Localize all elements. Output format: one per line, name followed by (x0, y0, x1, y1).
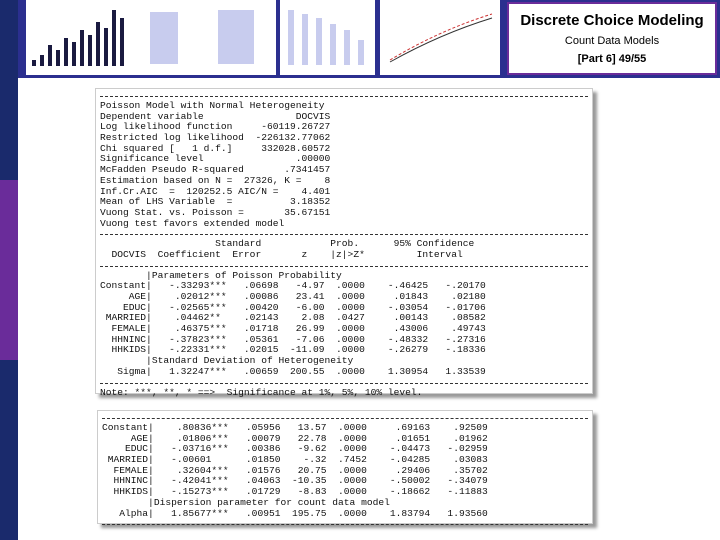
output-block: Poisson Model with Normal Heterogeneity D… (95, 88, 593, 397)
separator (100, 265, 588, 267)
output-line: DOCVIS Coefficient Error z |z|>Z* Interv… (100, 248, 463, 260)
output-line: Constant| -.33293*** .06698 -4.97 .0000 … (100, 280, 486, 292)
output-line: Inf.Cr.AIC = 120252.5 AIC/N = 4.401 (100, 185, 331, 197)
output-line: AGE| .01806*** .00079 22.78 .0000 .01651… (102, 432, 488, 444)
output-line: Dependent variable DOCVIS (100, 110, 331, 122)
separator (102, 524, 588, 526)
thumbnail-line (389, 13, 493, 61)
output-line: Note: ***, **, * ==> Significance at 1%,… (100, 386, 423, 398)
thumbnail-bar (150, 12, 178, 64)
output-line: Log likelihood function -60119.26727 (100, 121, 331, 133)
output-line: EDUC| -.02565*** .00420 -6.00 .0000 -.03… (100, 301, 486, 313)
subtitle: Count Data Models (564, 35, 660, 47)
output-line: FEMALE| .32604*** .01576 20.75 .0000 .29… (102, 464, 488, 476)
output-line: Constant| .80836*** .05956 13.57 .0000 .… (102, 422, 488, 433)
thumbnail-bars (32, 10, 124, 66)
separator (100, 382, 588, 384)
output-line: Significance level .00000 (100, 153, 331, 165)
output-line: Poisson Model with Normal Heterogeneity (100, 100, 325, 111)
title-box: Discrete Choice Modeling Count Data Mode… (507, 2, 717, 75)
side-strip-accent (0, 180, 18, 360)
side-strip (0, 0, 18, 540)
output-line: McFadden Pseudo R-squared .7341457 (100, 164, 331, 176)
output-line: AGE| .02012*** .00086 23.41 .0000 .01843… (100, 291, 486, 302)
output-line: FEMALE| .46375*** .01718 26.99 .0000 .43… (100, 323, 486, 335)
thumbnail-line (389, 17, 493, 63)
separator (102, 418, 588, 419)
output-line: |Dispersion parameter for count data mod… (102, 496, 390, 508)
output-line: |Parameters of Poisson Probability (100, 269, 342, 281)
output-line: Vuong test favors extended model (100, 217, 285, 229)
output-line: Restricted log likelihood -226132.77062 (100, 132, 331, 144)
output-line: Mean of LHS Variable = 3.18352 (100, 196, 331, 208)
output-line: MARRIED| -.00601 .01850 -.32 .7452 -.042… (102, 454, 488, 466)
slide-number: [Part 6] 49/55 (577, 53, 647, 65)
output-line: Alpha| 1.85677*** .00951 195.75 .0000 1.… (102, 507, 488, 519)
output-line: HHKIDS| -.15273*** .01729 -8.83 .0000 -.… (102, 486, 488, 498)
output-line: Standard Prob. 95% Confidence (100, 238, 475, 250)
output-line: Chi squared [ 1 d.f.] 332028.60572 (100, 142, 331, 154)
output-line: |Standard Deviation of Heterogeneity (100, 355, 354, 367)
output-line: MARRIED| .04462** .02143 2.08 .0427 .001… (100, 312, 486, 324)
output-line: Vuong Stat. vs. Poisson = 35.67151 (100, 206, 331, 218)
separator (100, 234, 588, 236)
separator (100, 96, 588, 97)
output-block: Constant| .80836*** .05956 13.57 .0000 .… (97, 410, 593, 526)
output-line: HHNINC| -.37823*** .05361 -7.06 .0000 -.… (100, 333, 486, 345)
output-line: HHNINC| -.42041*** .04063 -10.35 .0000 -… (102, 475, 488, 487)
output-line: Estimation based on N = 27326, K = 8 (100, 174, 331, 186)
output-line: EDUC| -.03716*** .00386 -9.62 .0000 -.04… (102, 443, 488, 455)
thumbnail-bars (288, 10, 364, 65)
thumbnail-bar (218, 10, 254, 64)
output-line: HHKIDS| -.22331*** .02015 -11.09 .0000 -… (100, 344, 486, 356)
title: Discrete Choice Modeling (520, 12, 704, 29)
thumbnails (26, 0, 500, 75)
output-line: Sigma| 1.32247*** .00659 200.55 .0000 1.… (100, 365, 486, 377)
